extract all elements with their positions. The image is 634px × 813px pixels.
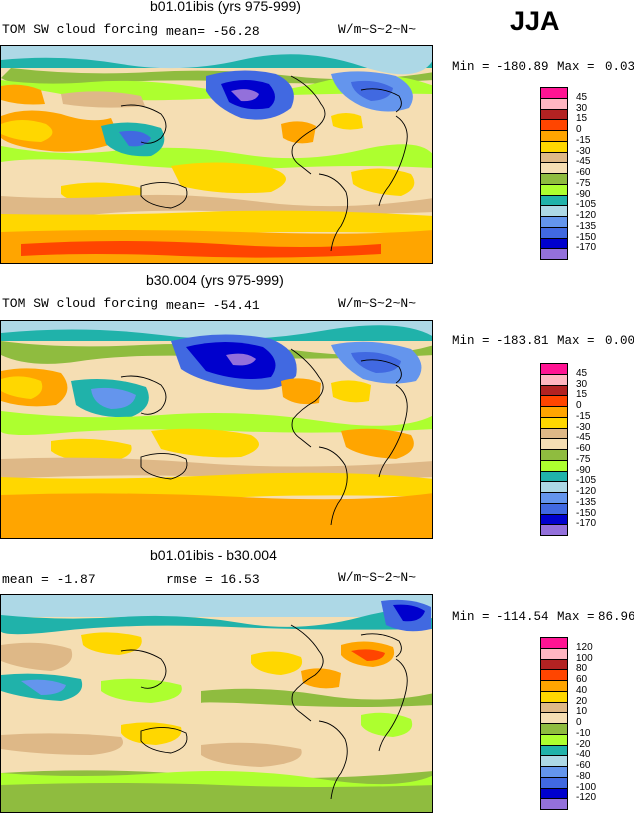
colorbar-label: -170 [576, 518, 597, 530]
colorbar-label: 60 [576, 674, 588, 685]
panel-3-mean: mean = -1.87 [2, 572, 96, 587]
colorbar-label: 100 [576, 652, 593, 664]
panel-1-min-label: Min = [452, 60, 490, 74]
colorbar-label: -90 [576, 188, 591, 200]
colorbar-label: 120 [576, 641, 593, 653]
colorbar-label: -105 [576, 199, 597, 211]
colorbar-label: -135 [576, 496, 597, 508]
panel-2-min-value: -183.81 [496, 334, 549, 348]
colorbar-label: -15 [576, 410, 591, 422]
colorbar-label: -20 [576, 738, 591, 750]
colorbar-label: -40 [576, 749, 591, 761]
colorbar-label: -120 [576, 210, 597, 221]
panel-3-max-value: 86.96 [598, 610, 634, 624]
panel-1-min-value: -180.89 [496, 60, 549, 74]
colorbar-label: -120 [576, 792, 597, 804]
colorbar-label: 0 [576, 124, 582, 135]
colorbar-label: -105 [576, 475, 597, 487]
panel-1-max-label: Max = [557, 60, 595, 74]
panel-1-title: b01.01ibis (yrs 975-999) [150, 0, 301, 14]
panel-2-mean: mean= -54.41 [166, 298, 260, 313]
panel-1-map-field [1, 46, 432, 263]
colorbar-label: 10 [576, 706, 588, 718]
colorbar-label: -90 [576, 464, 591, 476]
panel-3-min-value: -114.54 [496, 610, 549, 624]
panel-3-min-label: Min = [452, 610, 490, 624]
panel-2-map [0, 320, 433, 539]
colorbar-swatch [540, 524, 568, 536]
panel-2-max-value: 0.00 [605, 334, 634, 348]
panel-2-min-label: Min = [452, 334, 490, 348]
colorbar-label: -30 [576, 421, 591, 433]
colorbar-label: -150 [576, 507, 597, 519]
colorbar-label: -120 [576, 486, 597, 497]
panel-1-colorbar: 45 30 15 0 -15 -30 -45 -60 -75 -90 -105 -120 -135 -15… [540, 87, 596, 260]
colorbar-label: 15 [576, 389, 588, 401]
colorbar-label: -135 [576, 220, 597, 232]
colorbar-label: -80 [576, 770, 591, 782]
panel-3-map [0, 594, 433, 813]
colorbar-label: -150 [576, 231, 597, 243]
colorbar-label: 80 [576, 663, 588, 675]
colorbar-label: 40 [576, 684, 588, 696]
colorbar-label: -60 [576, 760, 591, 771]
colorbar-swatch [540, 798, 568, 810]
panel-2-colorbar: 45 30 15 0 -15 -30 -45 -60 -75 -90 -105 -120 -135 -15… [540, 363, 596, 536]
panel-3-map-field [1, 595, 432, 812]
colorbar-label: -10 [576, 727, 591, 739]
colorbar-label: -30 [576, 145, 591, 157]
panel-2-map-field [1, 321, 432, 538]
colorbar-label: -75 [576, 453, 591, 465]
colorbar-label: 30 [576, 378, 588, 390]
panel-1-units: W/m~S~2~N~ [338, 22, 417, 37]
panel-2-units: W/m~S~2~N~ [338, 296, 417, 311]
colorbar-label: -60 [576, 443, 591, 454]
colorbar-label: 0 [576, 717, 582, 728]
colorbar-label: 45 [576, 91, 588, 103]
colorbar-label: -45 [576, 432, 591, 444]
colorbar-label: -60 [576, 167, 591, 178]
panel-3-max-label: Max = [557, 610, 595, 624]
panel-1-mean: mean= -56.28 [166, 24, 260, 39]
panel-3-units: W/m~S~2~N~ [338, 570, 417, 585]
colorbar-label: -170 [576, 242, 597, 254]
panel-2-variable: TOM SW cloud forcing [2, 296, 159, 311]
colorbar-label: -100 [576, 781, 597, 793]
panel-3-rmse: rmse = 16.53 [166, 572, 260, 587]
panel-2-max-label: Max = [557, 334, 595, 348]
panel-2-title: b30.004 (yrs 975-999) [146, 272, 284, 288]
panel-3-colorbar: 120 100 80 60 40 20 10 0 -10 -20 -40 -60 -80 -100 -120 [540, 637, 596, 810]
panel-3-title: b01.01ibis - b30.004 [150, 547, 277, 563]
colorbar-label: -15 [576, 134, 591, 146]
colorbar-label: -75 [576, 177, 591, 189]
colorbar-swatch [540, 248, 568, 260]
colorbar-label: -45 [576, 156, 591, 168]
panel-1-map [0, 45, 433, 264]
colorbar-label: 30 [576, 102, 588, 114]
season-label: JJA [510, 6, 560, 36]
colorbar-label: 20 [576, 695, 588, 707]
colorbar-label: 15 [576, 113, 588, 125]
colorbar-label: 0 [576, 400, 582, 411]
panel-1-variable: TOM SW cloud forcing [2, 22, 159, 37]
panel-1-max-value: 0.03 [605, 60, 634, 74]
colorbar-label: 45 [576, 367, 588, 379]
